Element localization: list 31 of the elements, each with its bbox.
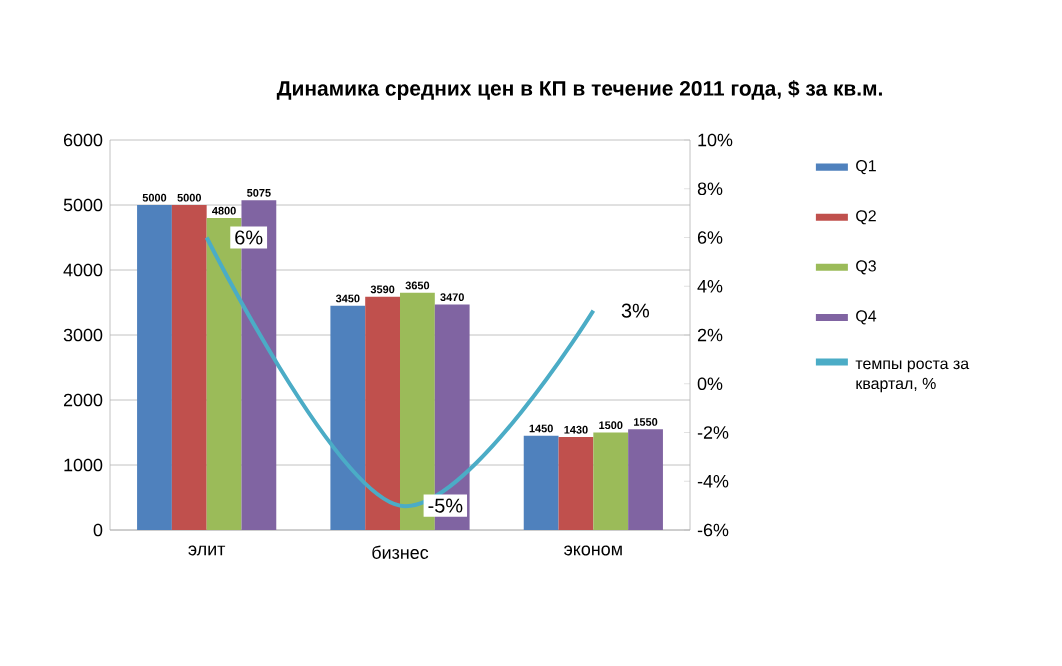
x-tick-label: эконом [564,545,622,556]
bar [593,432,629,530]
bar [558,437,594,530]
y2-tick-label: 0% [697,377,723,391]
y2-tick-label: 2% [697,328,723,342]
data-label: 3% [621,303,650,318]
bar [628,429,663,530]
x-tick-label: бизнес [372,545,429,559]
y-tick-label: 2000 [63,393,103,407]
y2-tick-label: -2% [697,426,729,439]
y2-tick-label: -4% [697,474,729,488]
y2-tick-label: 8% [697,182,723,196]
y-tick-label: 3000 [63,328,103,342]
x-tick-label: элит [188,545,226,556]
data-label: -5% [428,498,463,513]
y2-tick-label: -6% [697,523,729,537]
y2-tick-label: 4% [697,279,723,293]
y-tick-label: 5000 [63,198,103,212]
y-tick-label: 0 [93,523,103,537]
y-tick-label: 4000 [63,263,103,277]
bar [365,296,400,530]
y2-tick-label: 10% [698,133,733,147]
data-label: 6% [235,230,263,245]
y2-tick-label: 6% [697,231,723,244]
bar [137,205,172,530]
chart-title: Динамика средних цен в КП в течение 2011 года, $ за кв.м. [276,80,882,100]
bar [523,435,559,530]
bar [171,205,207,530]
bar [330,305,366,530]
y-tick-label: 6000 [63,133,103,147]
y-tick-label: 1000 [64,458,103,472]
